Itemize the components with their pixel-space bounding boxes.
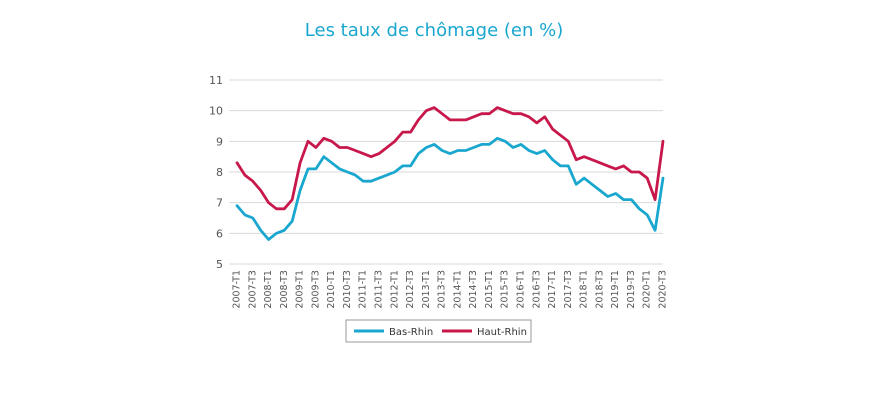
x-tick-label: 2008-T1 (263, 270, 274, 309)
legend: Bas-Rhin Haut-Rhin (345, 319, 532, 343)
x-tick-label: 2007-T1 (232, 270, 243, 309)
x-tick-label: 2015-T1 (484, 270, 495, 309)
x-tick-label: 2014-T3 (468, 270, 479, 309)
x-axis-ticks: 2007-T1 2007-T3 2008-T1 2008-T3 2009-T1 2009-… (232, 270, 669, 309)
x-tick-label: 2014-T1 (452, 270, 463, 309)
series-line-bas-rhin (235, 136, 665, 241)
x-tick-label: 2011-T3 (374, 270, 385, 309)
x-tick-label: 2020-T1 (642, 270, 653, 309)
series-lines (235, 106, 665, 241)
x-tick-label: 2017-T3 (563, 270, 574, 309)
legend-label: Haut-Rhin (477, 327, 527, 338)
x-tick-label: 2009-T3 (310, 270, 321, 309)
y-axis-ticks: 5 6 7 8 9 10 11 (209, 74, 223, 271)
y-tick-label: 11 (209, 74, 223, 87)
y-tick-label: 5 (216, 258, 223, 271)
y-tick-label: 7 (216, 197, 223, 210)
x-tick-label: 2009-T1 (295, 270, 306, 309)
chart-title: Les taux de chômage (en %) (304, 20, 564, 41)
x-tick-label: 2019-T1 (610, 270, 621, 309)
x-tick-label: 2018-T1 (579, 270, 590, 309)
x-tick-label: 2010-T3 (342, 270, 353, 309)
x-tick-label: 2018-T3 (594, 270, 605, 309)
x-tick-label: 2012-T3 (405, 270, 416, 309)
legend-label: Bas-Rhin (389, 327, 433, 338)
x-tick-label: 2008-T3 (279, 270, 290, 309)
x-tick-label: 2015-T3 (500, 270, 511, 309)
x-tick-label: 2013-T1 (421, 270, 432, 309)
series-line-haut-rhin (235, 106, 665, 211)
x-tick-label: 2017-T1 (547, 270, 558, 309)
x-tick-label: 2011-T1 (358, 270, 369, 309)
y-tick-label: 8 (216, 166, 223, 179)
x-tick-label: 2007-T3 (247, 270, 258, 309)
x-tick-label: 2010-T1 (326, 270, 337, 309)
x-tick-label: 2013-T3 (437, 270, 448, 309)
x-tick-label: 2016-T1 (516, 270, 527, 309)
x-tick-label: 2020-T3 (658, 270, 669, 309)
gridlines (229, 79, 663, 265)
x-tick-label: 2016-T3 (531, 270, 542, 309)
y-tick-label: 10 (209, 105, 223, 118)
x-tick-label: 2019-T3 (626, 270, 637, 309)
x-tick-label: 2012-T1 (389, 270, 400, 309)
legend-box (345, 319, 532, 343)
y-tick-label: 9 (216, 135, 223, 148)
y-tick-label: 6 (216, 227, 223, 240)
